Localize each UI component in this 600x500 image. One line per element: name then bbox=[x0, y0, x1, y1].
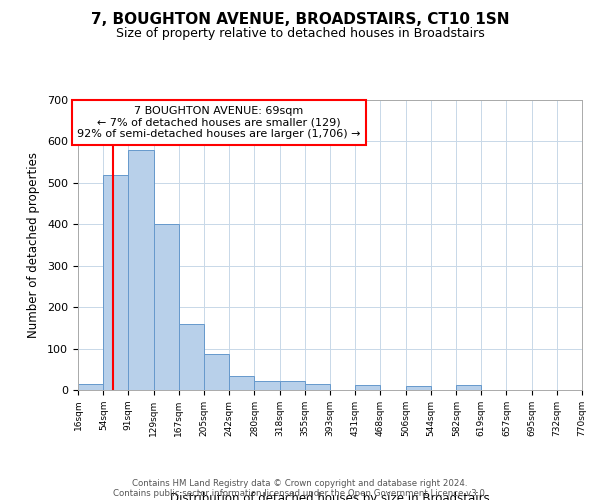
Bar bbox=[154, 224, 179, 390]
Bar bbox=[280, 381, 305, 390]
Text: Size of property relative to detached houses in Broadstairs: Size of property relative to detached ho… bbox=[116, 28, 484, 40]
Y-axis label: Number of detached properties: Number of detached properties bbox=[27, 152, 40, 338]
Bar bbox=[179, 324, 205, 390]
Bar bbox=[254, 381, 280, 390]
Bar bbox=[205, 354, 229, 390]
Bar bbox=[406, 386, 431, 390]
Bar bbox=[103, 174, 128, 390]
Text: Contains HM Land Registry data © Crown copyright and database right 2024.: Contains HM Land Registry data © Crown c… bbox=[132, 478, 468, 488]
Bar bbox=[128, 150, 154, 390]
Bar bbox=[355, 385, 380, 390]
Text: 7, BOUGHTON AVENUE, BROADSTAIRS, CT10 1SN: 7, BOUGHTON AVENUE, BROADSTAIRS, CT10 1S… bbox=[91, 12, 509, 28]
Text: 7 BOUGHTON AVENUE: 69sqm
← 7% of detached houses are smaller (129)
92% of semi-d: 7 BOUGHTON AVENUE: 69sqm ← 7% of detache… bbox=[77, 106, 361, 139]
Bar bbox=[229, 376, 254, 390]
X-axis label: Distribution of detached houses by size in Broadstairs: Distribution of detached houses by size … bbox=[170, 492, 490, 500]
Bar bbox=[305, 384, 330, 390]
Bar bbox=[78, 384, 103, 390]
Text: Contains public sector information licensed under the Open Government Licence v3: Contains public sector information licen… bbox=[113, 488, 487, 498]
Bar bbox=[457, 385, 481, 390]
